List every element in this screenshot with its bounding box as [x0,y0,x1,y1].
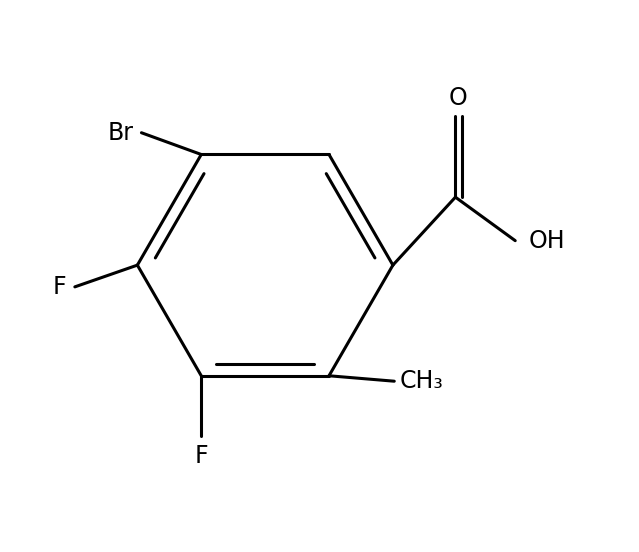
Text: CH₃: CH₃ [399,369,443,393]
Text: F: F [53,275,66,299]
Text: OH: OH [529,229,566,253]
Text: O: O [449,86,468,110]
Text: Br: Br [107,121,134,145]
Text: F: F [194,444,208,468]
